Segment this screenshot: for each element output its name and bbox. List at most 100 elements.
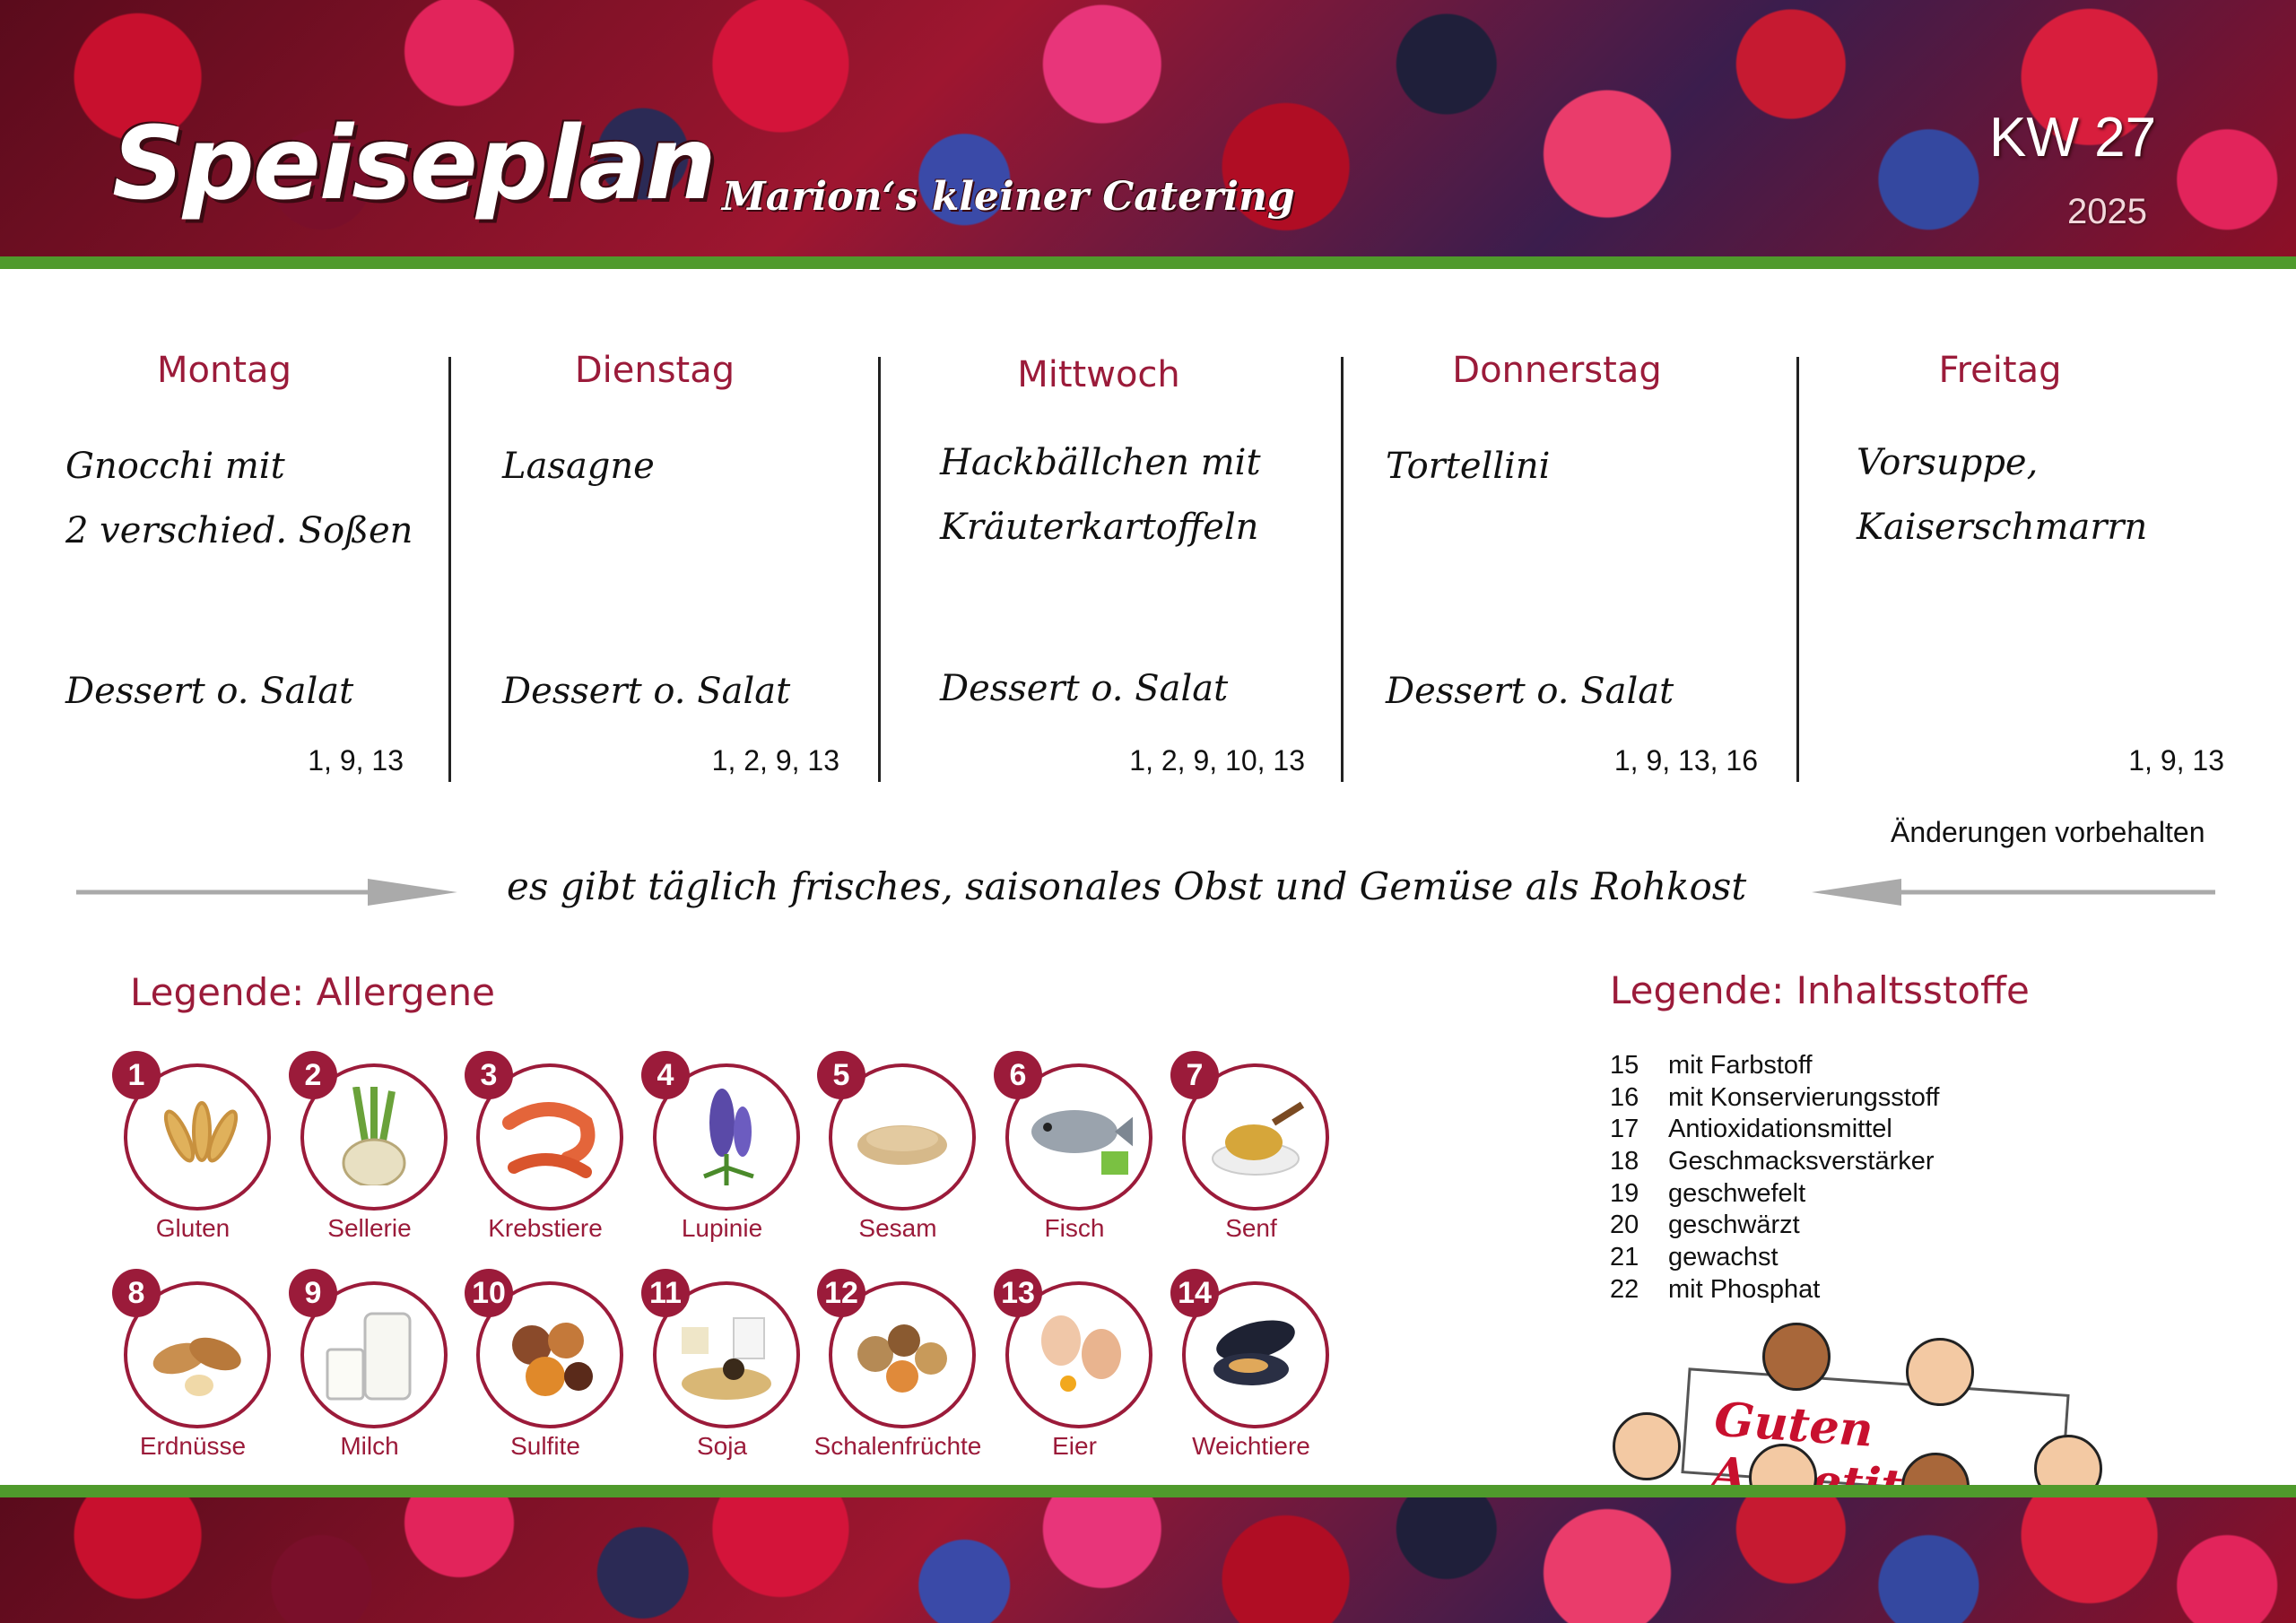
day-tuesday-meal: Lasagne [502,434,655,499]
ingredient-row: 20 geschwärzt [1610,1211,1800,1239]
column-divider [878,357,881,782]
day-wednesday-meal: Hackbällchen mit Kräuterkartoffeln [940,430,1261,560]
meal-line: Kräuterkartoffeln [940,507,1259,548]
calendar-week: KW 27 [1989,107,2157,169]
allergen-item: 13 Eier [976,1260,1155,1460]
allergen-item: 5 Sesam [799,1042,978,1242]
allergen-item: 6 Fisch [976,1042,1155,1242]
allergen-item: 11 Soja [623,1260,803,1460]
allergen-item: 1 Gluten [94,1042,274,1242]
legend-ingredients-title: Legende: Inhaltsstoffe [1610,968,2030,1012]
day-friday-meal: Vorsuppe, Kaiserschmarrn [1857,430,2147,560]
ingredient-row: 16 mit Konservierungsstoff [1610,1083,1940,1112]
meal-line: Hackbällchen mit [940,442,1261,483]
allergen-label: Erdnüsse [139,1432,247,1460]
ingredient-row: 21 gewachst [1610,1243,1779,1271]
day-thursday-dessert: Dessert o. Salat [1386,671,1674,712]
header-berry-banner [0,0,2296,256]
day-monday-dessert: Dessert o. Salat [65,671,354,712]
appetit-sign: Guten Appetit! [1681,1367,2070,1516]
ingredient-row: 15 mit Farbstoff [1610,1051,1813,1080]
allergen-number: 12 [817,1269,865,1317]
column-divider [1341,357,1344,782]
ingredient-row: 22 mit Phosphat [1610,1275,1821,1304]
meal-line: 2 verschied. Soßen [65,510,413,551]
footer-green-stripe [0,1485,2296,1497]
day-wednesday-allergens: 1, 2, 9, 10, 13 [1129,744,1305,777]
arrow-right-icon [76,879,457,906]
day-tuesday-name: Dienstag [574,350,735,391]
allergen-label: Milch [340,1432,399,1460]
allergen-item: 9 Milch [271,1260,450,1460]
meal-line: Gnocchi mit [65,446,285,487]
allergen-item: 14 Weichtiere [1152,1260,1332,1460]
day-thursday-meal: Tortellini [1386,434,1550,499]
allergen-item: 12 Schalenfrüchte [799,1260,981,1460]
day-tuesday-dessert: Dessert o. Salat [502,671,791,712]
day-wednesday-name: Mittwoch [1017,354,1180,395]
arrow-left-icon [1812,879,2215,906]
allergen-number: 4 [641,1051,690,1099]
day-monday-name: Montag [157,350,291,391]
day-thursday-name: Donnerstag [1452,350,1662,391]
allergen-label: Schalenfrüchte [813,1432,982,1460]
day-friday-name: Freitag [1938,350,2062,391]
soy-icon [653,1281,800,1428]
allergen-number: 9 [289,1269,337,1317]
column-divider [1796,357,1799,782]
legend-allergens-title: Legende: Allergene [130,970,496,1014]
allergen-label: Senf [1225,1214,1277,1242]
child-icon [1613,1412,1681,1480]
allergen-item: 2 Sellerie [271,1042,450,1242]
page-title: Speiseplan [112,106,717,222]
dried-fruit-icon [476,1281,623,1428]
meal-line: Kaiserschmarrn [1857,507,2148,548]
allergen-label: Lupinie [681,1214,763,1242]
guten-appetit-illustration: Guten Appetit! [1605,1318,2108,1521]
allergen-label: Sulfite [510,1432,580,1460]
child-icon [1906,1338,1974,1406]
rohkost-banner: es gibt täglich frisches, saisonales Obs… [507,864,1747,908]
year: 2025 [2067,192,2147,231]
allergen-number: 2 [289,1051,337,1099]
allergen-number: 14 [1170,1269,1219,1317]
allergen-number: 8 [112,1269,161,1317]
allergen-label: Gluten [155,1214,230,1242]
allergen-number: 6 [994,1051,1042,1099]
changes-notice: Änderungen vorbehalten [1891,816,2205,848]
allergen-number: 11 [641,1269,690,1317]
ingredient-row: 19 geschwefelt [1610,1179,1806,1208]
day-thursday-allergens: 1, 9, 13, 16 [1613,744,1758,777]
header-green-stripe [0,256,2296,269]
day-monday-allergens: 1, 9, 13 [308,744,404,777]
fish-icon [1005,1063,1152,1211]
day-tuesday-allergens: 1, 2, 9, 13 [711,744,839,777]
allergen-label: Eier [1052,1432,1097,1460]
allergen-item: 3 Krebstiere [447,1042,626,1242]
ingredient-row: 17 Antioxidationsmittel [1610,1115,1892,1143]
footer-berry-banner [0,1497,2296,1623]
day-friday-allergens: 1, 9, 13 [2128,744,2224,777]
allergen-item: 7 Senf [1152,1042,1332,1242]
child-icon [1762,1323,1831,1391]
allergen-number: 10 [465,1269,513,1317]
meal-line: Lasagne [502,446,655,487]
allergen-label: Fisch [1044,1214,1105,1242]
day-wednesday-dessert: Dessert o. Salat [940,668,1229,709]
allergen-number: 1 [112,1051,161,1099]
allergen-label: Soja [696,1432,748,1460]
page-subtitle: Marion‘s kleiner Catering [722,174,1295,220]
allergen-number: 7 [1170,1051,1219,1099]
day-monday-meal: Gnocchi mit 2 verschied. Soßen [65,434,413,563]
ingredient-row: 18 Geschmacksverstärker [1610,1147,1935,1176]
allergen-item: 10 Sulfite [447,1260,626,1460]
allergen-number: 13 [994,1269,1042,1317]
meal-line: Vorsuppe, [1857,442,2039,483]
allergen-label: Weichtiere [1192,1432,1310,1460]
allergen-label: Sellerie [327,1214,412,1242]
allergen-number: 5 [817,1051,865,1099]
allergen-item: 8 Erdnüsse [94,1260,274,1460]
allergen-number: 3 [465,1051,513,1099]
column-divider [448,357,451,782]
allergen-item: 4 Lupinie [623,1042,803,1242]
